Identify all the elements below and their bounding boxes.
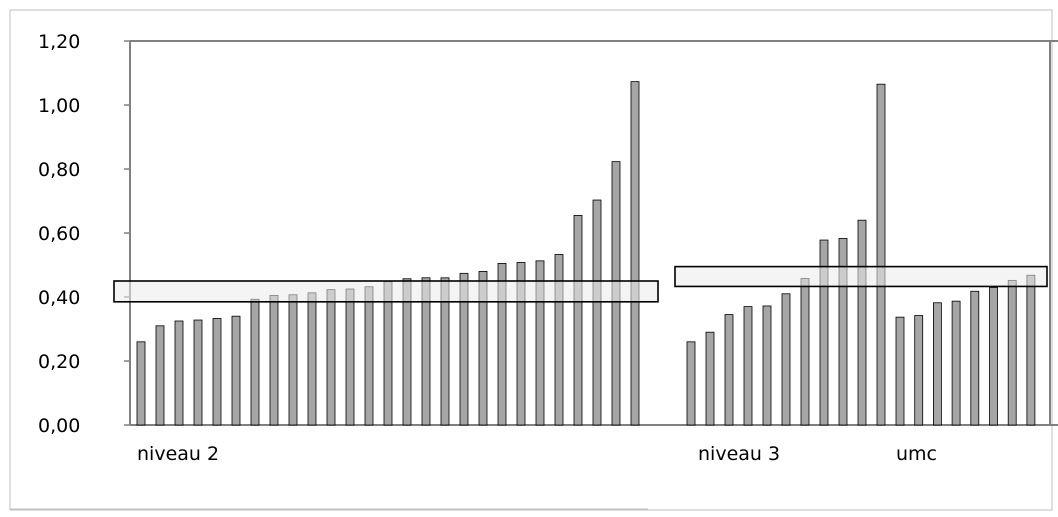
bar-1-25 <box>592 199 602 426</box>
bar-2-3 <box>724 314 734 426</box>
bar-2-7 <box>800 278 810 426</box>
bar-2-9 <box>838 238 848 426</box>
bar-2-8 <box>819 239 829 426</box>
bar-1-20 <box>497 262 507 426</box>
bar-1-8 <box>269 294 279 426</box>
bar-3-8 <box>1026 274 1036 426</box>
bar-1-19 <box>478 270 488 426</box>
bar-3-6 <box>989 286 998 426</box>
bar-1-15 <box>402 278 412 426</box>
bar-2-2 <box>705 331 715 426</box>
bar-2-11 <box>876 83 886 426</box>
reference-bands <box>113 265 1048 303</box>
bar-1-17 <box>440 277 450 426</box>
y-tick-label: 0,40 <box>38 287 80 309</box>
bar-2-10 <box>857 219 867 426</box>
group-labels: niveau 2 niveau 3 umc <box>137 443 937 465</box>
bar-2-5 <box>762 305 772 426</box>
bar-1-13 <box>364 286 374 426</box>
bar-1-2 <box>155 325 165 426</box>
bar-3-2 <box>914 315 924 426</box>
bar-1-21 <box>516 262 526 426</box>
bar-1-12 <box>345 288 355 426</box>
bar-1-23 <box>554 254 564 426</box>
y-tick-label: 1,00 <box>38 95 80 117</box>
bar-1-3 <box>174 320 184 426</box>
group-label-3: umc <box>896 443 937 465</box>
bar-3-5 <box>970 290 980 426</box>
bar-1-27 <box>630 81 640 426</box>
y-axis-ticks: 0,00 0,20 0,40 0,60 0,80 1,00 1,20 <box>38 31 130 437</box>
bar-1-7 <box>250 298 260 426</box>
bar-1-14 <box>383 281 393 426</box>
bar-1-16 <box>421 277 431 426</box>
bar-1-1 <box>136 341 146 426</box>
group-label-2: niveau 3 <box>698 443 780 465</box>
bar-1-5 <box>212 318 222 426</box>
y-tick-label: 0,60 <box>38 223 80 245</box>
bar-2-6 <box>781 293 791 426</box>
bars <box>136 81 1036 426</box>
bar-1-6 <box>231 315 241 426</box>
y-tick-label: 0,00 <box>38 415 80 437</box>
group-label-1: niveau 2 <box>137 443 219 465</box>
bar-1-11 <box>326 289 336 426</box>
bar-1-24 <box>573 214 583 426</box>
bar-1-4 <box>193 319 203 426</box>
y-tick-label: 1,20 <box>38 31 80 53</box>
bar-3-3 <box>933 302 942 426</box>
chart-border <box>9 9 1053 511</box>
y-tick-label: 0,20 <box>38 351 80 373</box>
reference-band-2 <box>674 265 1048 288</box>
bar-1-22 <box>535 260 545 426</box>
reference-band-1 <box>113 280 659 303</box>
bar-3-1 <box>895 316 905 426</box>
y-tick-label: 0,80 <box>38 159 80 181</box>
bar-1-18 <box>459 272 469 426</box>
bar-3-4 <box>951 300 961 426</box>
bar-1-10 <box>307 292 317 426</box>
bar-2-4 <box>743 306 753 426</box>
bar-1-9 <box>288 294 298 426</box>
bar-3-7 <box>1007 279 1017 426</box>
bar-2-1 <box>686 341 696 426</box>
